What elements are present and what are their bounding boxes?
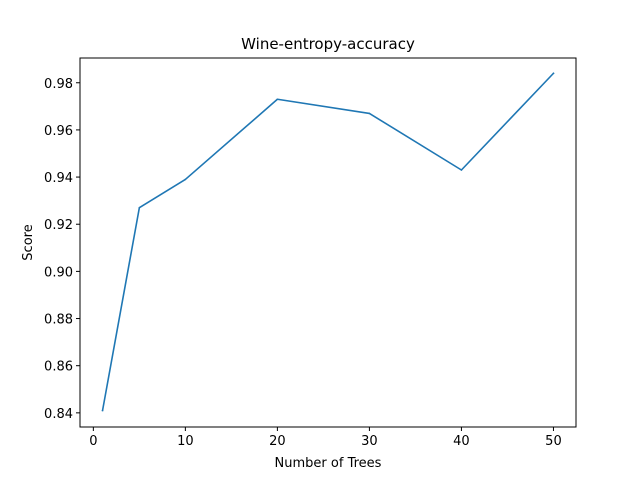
x-tick-label: 50 xyxy=(545,434,562,449)
y-tick-label: 0.86 xyxy=(44,360,73,375)
x-axis: 0 10 20 30 40 50 xyxy=(89,427,562,449)
x-tick-label: 40 xyxy=(453,434,470,449)
y-tick-label: 0.94 xyxy=(44,171,73,186)
chart-title: Wine-entropy-accuracy xyxy=(241,35,415,53)
x-axis-label: Number of Trees xyxy=(275,456,382,471)
data-point xyxy=(460,169,463,171)
data-point xyxy=(276,98,279,101)
data-point xyxy=(138,206,141,209)
y-axis-label: Score xyxy=(21,224,36,260)
x-tick-label: 10 xyxy=(177,434,194,449)
y-tick-label: 0.96 xyxy=(44,124,73,139)
plot-area xyxy=(101,72,555,412)
y-tick-label: 0.92 xyxy=(44,218,73,233)
axes-frame xyxy=(79,57,577,428)
data-point xyxy=(101,409,104,412)
data-point xyxy=(368,112,371,115)
y-tick-label: 0.88 xyxy=(44,313,73,328)
y-tick-label: 0.84 xyxy=(44,407,73,422)
y-axis: 0.84 0.86 0.88 0.90 0.92 0.94 0.96 0.98 xyxy=(44,77,80,422)
y-tick-label: 0.98 xyxy=(44,77,73,92)
x-tick-label: 0 xyxy=(89,434,97,449)
x-tick-label: 30 xyxy=(361,434,378,449)
y-tick-label: 0.90 xyxy=(44,265,73,280)
x-tick-label: 20 xyxy=(269,434,286,449)
data-point xyxy=(552,72,555,75)
data-point xyxy=(184,178,187,181)
